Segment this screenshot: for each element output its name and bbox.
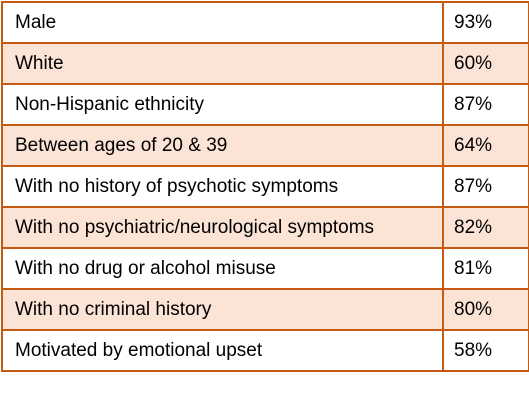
table-row: With no drug or alcohol misuse 81%: [1, 247, 529, 290]
row-label: With no psychiatric/neurological symptom…: [1, 206, 444, 249]
row-value: 58%: [442, 329, 529, 372]
row-label: With no drug or alcohol misuse: [1, 247, 444, 290]
table-row: With no history of psychotic symptoms 87…: [1, 165, 529, 208]
statistics-table: Male 93% White 60% Non-Hispanic ethnicit…: [1, 1, 529, 372]
row-value: 82%: [442, 206, 529, 249]
row-value: 64%: [442, 124, 529, 167]
row-label: Male: [1, 1, 444, 44]
table-row: Between ages of 20 & 39 64%: [1, 124, 529, 167]
row-label: With no criminal history: [1, 288, 444, 331]
table-row: With no psychiatric/neurological symptom…: [1, 206, 529, 249]
row-value: 80%: [442, 288, 529, 331]
table-row: Non-Hispanic ethnicity 87%: [1, 83, 529, 126]
row-value: 87%: [442, 83, 529, 126]
row-label: Motivated by emotional upset: [1, 329, 444, 372]
row-value: 60%: [442, 42, 529, 85]
table-row: With no criminal history 80%: [1, 288, 529, 331]
row-label: With no history of psychotic symptoms: [1, 165, 444, 208]
row-label: Between ages of 20 & 39: [1, 124, 444, 167]
row-label: Non-Hispanic ethnicity: [1, 83, 444, 126]
row-value: 81%: [442, 247, 529, 290]
table-row: Male 93%: [1, 1, 529, 44]
table-row: White 60%: [1, 42, 529, 85]
row-label: White: [1, 42, 444, 85]
table-row: Motivated by emotional upset 58%: [1, 329, 529, 372]
row-value: 93%: [442, 1, 529, 44]
row-value: 87%: [442, 165, 529, 208]
